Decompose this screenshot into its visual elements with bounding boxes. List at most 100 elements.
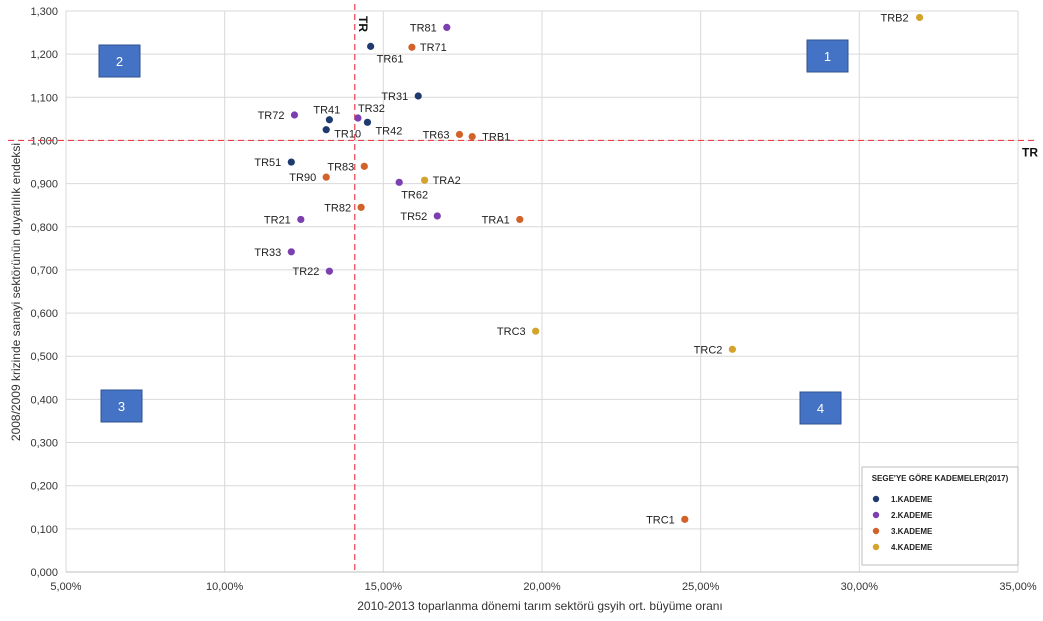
- series-2.KADEME: TR81 TR72 TR32 TR62 TR52 TR21 TR33 TR22: [254, 22, 451, 278]
- y-tick-label: 0,300: [30, 438, 58, 450]
- y-tick-label: 0,900: [30, 179, 58, 191]
- legend-marker: [872, 527, 880, 535]
- legend-title: SEGE'YE GÖRE KADEMELER(2017): [872, 474, 1009, 483]
- y-tick-label: 1,200: [30, 49, 58, 61]
- quadrant-number-3: 3: [118, 399, 125, 414]
- y-tick-label: 0,400: [30, 394, 58, 406]
- point-label-TRC1: TRC1: [646, 514, 675, 526]
- point-label-TRB1: TRB1: [482, 132, 510, 144]
- y-tick-label: 0,800: [30, 222, 58, 234]
- point-TRC1: [681, 515, 689, 523]
- point-TR62: [395, 178, 403, 186]
- legend-marker: [872, 511, 880, 519]
- x-tick-label: 15,00%: [365, 581, 403, 593]
- point-TR61: [367, 42, 375, 50]
- data-points: TR61TR31TR41TR42TR10TR51TR81TR72TR32TR62…: [254, 12, 924, 526]
- x-tick-label: 10,00%: [206, 581, 244, 593]
- point-label-TR52: TR52: [400, 211, 427, 223]
- legend-marker: [872, 495, 880, 503]
- point-label-TR63: TR63: [423, 129, 450, 141]
- y-tick-label: 0,000: [30, 567, 58, 579]
- y-tick-label: 1,000: [30, 135, 58, 147]
- point-label-TR10: TR10: [334, 129, 361, 141]
- point-label-TR51: TR51: [254, 157, 281, 169]
- point-label-TRA1: TRA1: [482, 214, 510, 226]
- point-TRB2: [916, 13, 924, 22]
- tr-vertical-label: TR: [356, 16, 370, 32]
- point-label-TR83: TR83: [327, 161, 354, 173]
- quadrant-box-4: [799, 391, 842, 425]
- point-TR72: [290, 111, 299, 119]
- point-label-TR71: TR71: [420, 42, 447, 54]
- point-TRB1: [468, 132, 476, 141]
- x-tick-label: 35,00%: [999, 581, 1037, 593]
- point-TR32: [354, 114, 362, 122]
- point-TRA2: [420, 176, 429, 184]
- point-label-TR31: TR31: [381, 91, 408, 103]
- point-TR51: [287, 158, 295, 166]
- point-label-TR33: TR33: [254, 247, 281, 259]
- point-TR10: [322, 126, 330, 134]
- point-label-TR21: TR21: [264, 214, 291, 226]
- point-TR82: [357, 203, 365, 211]
- series-1.KADEME: TR61 TR31 TR41 TR42 TR10 TR51: [254, 42, 422, 169]
- point-TR41: [325, 116, 333, 124]
- x-axis-label: 2010-2013 toparlanma dönemi tarım sektör…: [357, 599, 723, 613]
- point-TR52: [433, 212, 441, 220]
- y-tick-label: 1,100: [30, 92, 58, 104]
- point-label-TR81: TR81: [410, 22, 437, 34]
- legend-entry: 3.KADEME: [891, 527, 933, 536]
- point-TR63: [455, 130, 464, 139]
- legend-entry: 1.KADEME: [891, 495, 933, 504]
- point-label-TRC3: TRC3: [497, 326, 526, 338]
- point-TRC2: [728, 345, 737, 353]
- quadrant-number-2: 2: [116, 54, 123, 69]
- legend-entry: 2.KADEME: [891, 511, 933, 520]
- x-tick-label: 20,00%: [523, 581, 561, 593]
- quadrant-number-1: 1: [824, 49, 831, 64]
- x-tick-label: 30,00%: [841, 581, 879, 593]
- point-label-TR62: TR62: [401, 189, 428, 201]
- x-tick-label: 5,00%: [50, 581, 81, 593]
- quadrant-box-2: [98, 44, 141, 78]
- quadrant-box-1: [806, 39, 849, 73]
- point-TR83: [360, 162, 368, 170]
- y-tick-label: 1,300: [30, 6, 58, 18]
- point-label-TR72: TR72: [258, 110, 285, 122]
- quadrant-box-3: [100, 389, 143, 423]
- legend: SEGE'YE GÖRE KADEMELER(2017) 1.KADEME 2.KA…: [861, 466, 1019, 566]
- point-label-TRA2: TRA2: [433, 175, 461, 187]
- legend-box: [861, 466, 1019, 566]
- point-TR90: [322, 173, 330, 181]
- point-TR31: [414, 92, 422, 100]
- axes: 0,000 0,100 0,200 0,300 0,400 0,500 0,600 0,700…: [30, 6, 1036, 593]
- y-tick-label: 0,500: [30, 351, 58, 363]
- point-TRC3: [532, 327, 540, 335]
- series-3.KADEME: TR71 TR63 TRB1 TR83 TR90 TR82 TRA1 TRC1: [289, 42, 689, 526]
- legend-marker: [872, 543, 880, 551]
- point-label-TRC2: TRC2: [694, 344, 723, 356]
- tr-horizontal-label: TR: [1022, 145, 1038, 159]
- quadrant-number-4: 4: [817, 401, 824, 416]
- legend-entry: 4.KADEME: [891, 543, 933, 552]
- point-TR21: [297, 215, 305, 224]
- point-TR22: [325, 267, 333, 275]
- point-TR42: [363, 118, 372, 126]
- point-label-TR61: TR61: [377, 53, 404, 65]
- y-tick-label: 0,100: [30, 524, 58, 536]
- series-4.KADEME: TRB2 TRA2 TRC3 TRC2: [420, 12, 924, 356]
- grid-lines: [65, 10, 1019, 573]
- reference-lines: TR TR: [8, 4, 1038, 572]
- point-label-TR41: TR41: [313, 105, 340, 117]
- y-tick-label: 0,200: [30, 481, 58, 493]
- y-tick-label: 0,600: [30, 308, 58, 320]
- y-axis-label: 2008/2009 krizinde sanayi sektörünün duy…: [9, 143, 23, 441]
- point-label-TRB2: TRB2: [881, 12, 909, 24]
- x-tick-label: 25,00%: [682, 581, 720, 593]
- point-label-TR22: TR22: [292, 266, 319, 278]
- point-label-TR32: TR32: [358, 103, 385, 115]
- quadrant-boxes: 1 2 3 4: [98, 39, 849, 425]
- point-label-TR82: TR82: [324, 202, 351, 214]
- point-label-TR42: TR42: [375, 125, 402, 137]
